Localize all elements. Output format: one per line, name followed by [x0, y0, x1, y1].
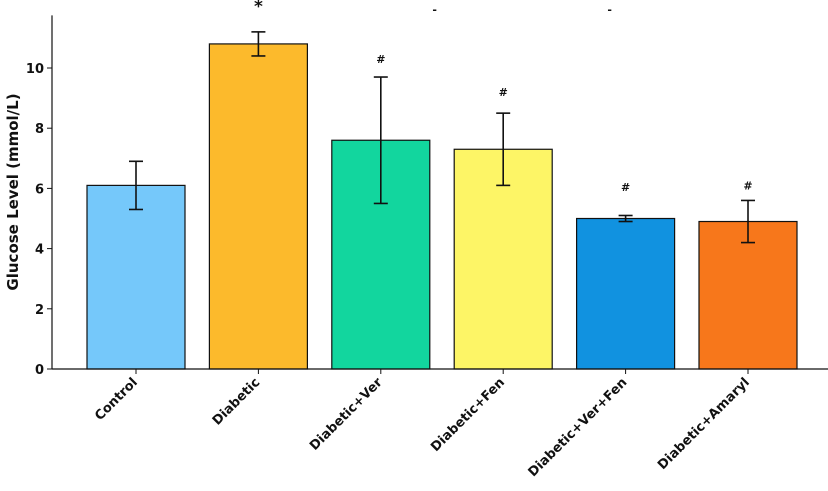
significance-marker: -: [432, 3, 437, 16]
bar: [575, 217, 676, 370]
x-axis: Control Diabetic Diabetic+Ver Diabetic+Fen D…: [52, 368, 828, 480]
significance-marker: #: [621, 181, 630, 194]
y-tick-label: 2: [35, 303, 44, 318]
y-tick-label: 4: [35, 243, 44, 258]
significance-marker: -: [607, 3, 612, 16]
y-tick-label: 0: [35, 363, 44, 378]
x-tick-label: Diabetic+Ver: [307, 375, 386, 454]
x-tick-label: Control: [92, 375, 141, 424]
significance-marker: #: [499, 86, 508, 99]
y-tick-label: 6: [35, 182, 44, 197]
bar: [86, 184, 186, 370]
bar: [698, 220, 798, 370]
y-axis-label: Glucose Level (mmol/L): [4, 93, 22, 290]
y-tick-label: 10: [26, 62, 44, 77]
x-tick-label: Diabetic+Amaryl: [655, 375, 753, 473]
significance-marker: *: [254, 0, 263, 17]
error-bars: [129, 31, 755, 244]
x-tick-label: Diabetic+Fen: [428, 375, 508, 455]
y-tick-label: 8: [35, 122, 44, 137]
x-tick-label: Diabetic+Ver+Fen: [526, 375, 631, 480]
annotations: * # # # # - -: [254, 0, 753, 194]
significance-marker: #: [376, 53, 385, 66]
bar: [208, 43, 308, 370]
bars: [86, 43, 798, 370]
x-tick-label: Diabetic: [210, 375, 263, 428]
significance-marker: #: [743, 179, 752, 192]
y-axis: 0 2 4 6 8 10: [26, 15, 53, 378]
